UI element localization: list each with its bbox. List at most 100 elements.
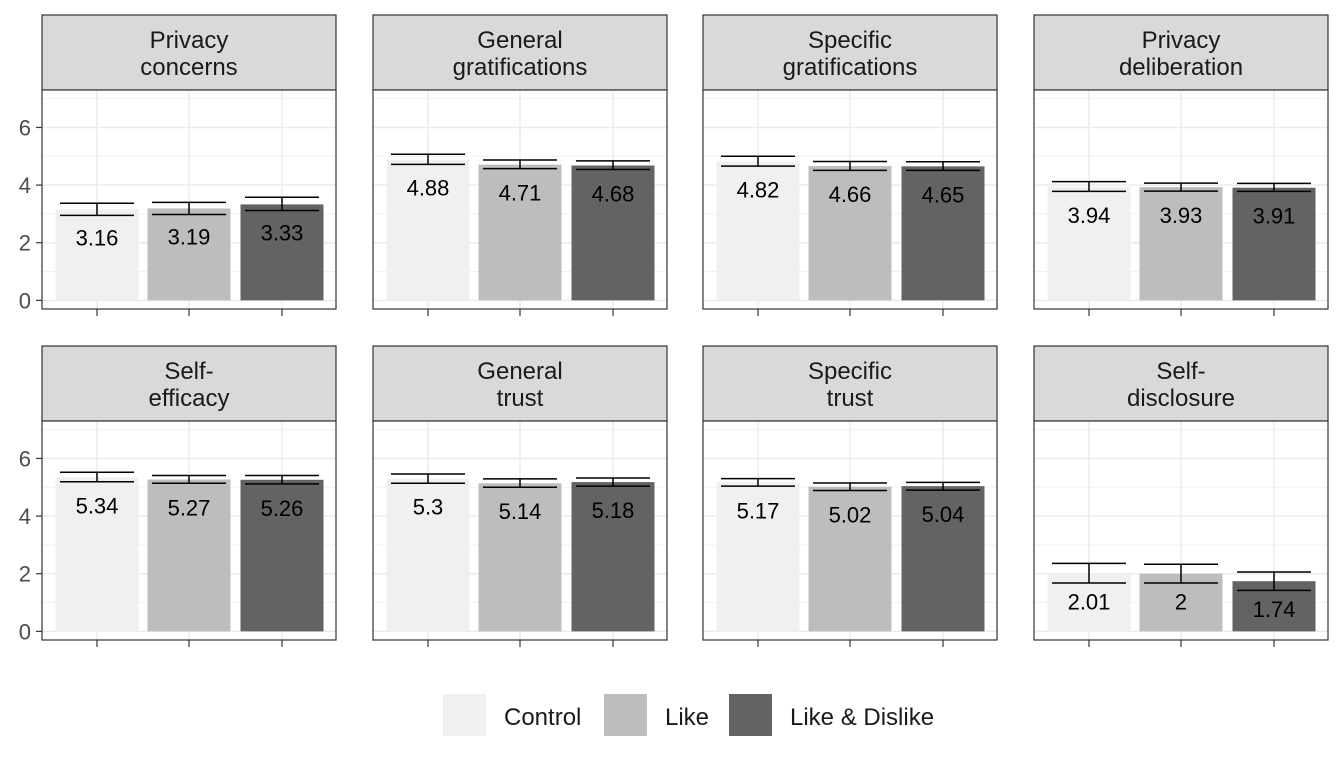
bar-value-label: 4.65 xyxy=(922,182,965,207)
bar-value-label: 5.27 xyxy=(168,495,211,520)
bar xyxy=(55,209,139,301)
bar xyxy=(1047,186,1131,301)
facet-strip xyxy=(1033,345,1329,422)
y-tick-label: 4 xyxy=(19,173,31,198)
bar-value-label: 5.17 xyxy=(737,498,780,523)
legend-label: Like xyxy=(665,704,709,731)
facet-title: General xyxy=(477,27,562,54)
legend-swatch xyxy=(443,694,486,736)
error-bar xyxy=(1237,182,1311,193)
error-bar xyxy=(1144,563,1218,584)
bar-value-label: 2.01 xyxy=(1068,589,1111,614)
error-bar xyxy=(245,474,319,485)
error-bar xyxy=(1144,182,1218,192)
facet-title: Privacy xyxy=(1142,27,1221,54)
bar xyxy=(478,483,562,632)
bar xyxy=(808,486,892,632)
y-tick-label: 6 xyxy=(19,446,31,471)
y-tick-label: 2 xyxy=(19,231,31,256)
facet-title: Specific xyxy=(808,27,892,54)
bar-value-label: 4.68 xyxy=(592,181,635,206)
y-tick-label: 4 xyxy=(19,504,31,529)
legend-label: Like & Dislike xyxy=(790,704,934,731)
facet-strip xyxy=(41,345,337,422)
bar xyxy=(240,204,324,301)
bar xyxy=(571,165,655,301)
bar xyxy=(901,486,985,632)
bar-value-label: 5.14 xyxy=(499,499,542,524)
legend-item: Like & Dislike xyxy=(729,694,934,736)
bar xyxy=(478,164,562,301)
facet-title: Self- xyxy=(1156,358,1205,385)
facet-title: gratifications xyxy=(453,54,588,81)
bar xyxy=(716,161,800,301)
error-bar xyxy=(1052,562,1126,584)
facet-title: trust xyxy=(497,385,544,412)
bar-value-label: 5.26 xyxy=(261,496,304,521)
bar-value-label: 5.04 xyxy=(922,502,965,527)
facet-title: Self- xyxy=(164,358,213,385)
facet-strip xyxy=(372,14,668,91)
y-tick-label: 0 xyxy=(19,619,31,644)
bar xyxy=(240,479,324,632)
facet-strip xyxy=(702,345,998,422)
facet-title: General xyxy=(477,358,562,385)
error-bar xyxy=(576,160,650,171)
facet-strip xyxy=(702,14,998,91)
bar xyxy=(901,166,985,301)
error-bar xyxy=(1052,180,1126,193)
legend-item: Like xyxy=(604,694,709,736)
bar xyxy=(716,482,800,632)
error-bar xyxy=(483,478,557,489)
bar xyxy=(147,208,231,301)
bar xyxy=(386,478,470,632)
error-bar xyxy=(813,482,887,492)
error-bar xyxy=(245,196,319,212)
facet-title: disclosure xyxy=(1127,385,1235,412)
bar-value-label: 3.94 xyxy=(1068,203,1111,228)
bar-value-label: 5.02 xyxy=(829,503,872,528)
legend-item: Control xyxy=(443,694,581,736)
error-bar xyxy=(813,160,887,172)
bar xyxy=(1139,187,1223,301)
bar-value-label: 4.88 xyxy=(407,176,450,201)
bar-value-label: 5.34 xyxy=(76,493,119,518)
y-tick-label: 2 xyxy=(19,562,31,587)
bar xyxy=(571,482,655,632)
legend-swatch xyxy=(729,694,772,736)
bar xyxy=(1232,187,1316,301)
facet-strip xyxy=(41,14,337,91)
bar-value-label: 1.74 xyxy=(1253,597,1296,622)
bar-value-label: 4.66 xyxy=(829,182,872,207)
facet-panel: Self-efficacy 5.34 5.27 5.26 0 2 4 6 xyxy=(19,345,337,647)
error-bar xyxy=(906,481,980,491)
error-bar xyxy=(60,471,134,483)
bar-value-label: 4.82 xyxy=(737,177,780,202)
legend-swatch xyxy=(604,694,647,736)
error-bar xyxy=(391,153,465,166)
bar-value-label: 3.93 xyxy=(1160,203,1203,228)
bar-value-label: 3.16 xyxy=(76,225,119,250)
error-bar xyxy=(60,202,134,217)
error-bar xyxy=(721,477,795,487)
legend-label: Control xyxy=(504,704,581,731)
y-tick-label: 0 xyxy=(19,288,31,313)
bar-value-label: 3.33 xyxy=(261,220,304,245)
error-bar xyxy=(721,155,795,167)
error-bar xyxy=(391,473,465,484)
facet-title: deliberation xyxy=(1119,54,1243,81)
error-bar xyxy=(483,159,557,170)
bar-value-label: 3.19 xyxy=(168,224,211,249)
facet-title: concerns xyxy=(140,54,237,81)
facet-title: Privacy xyxy=(150,27,229,54)
bar-value-label: 5.18 xyxy=(592,498,635,523)
facet-strip xyxy=(372,345,668,422)
